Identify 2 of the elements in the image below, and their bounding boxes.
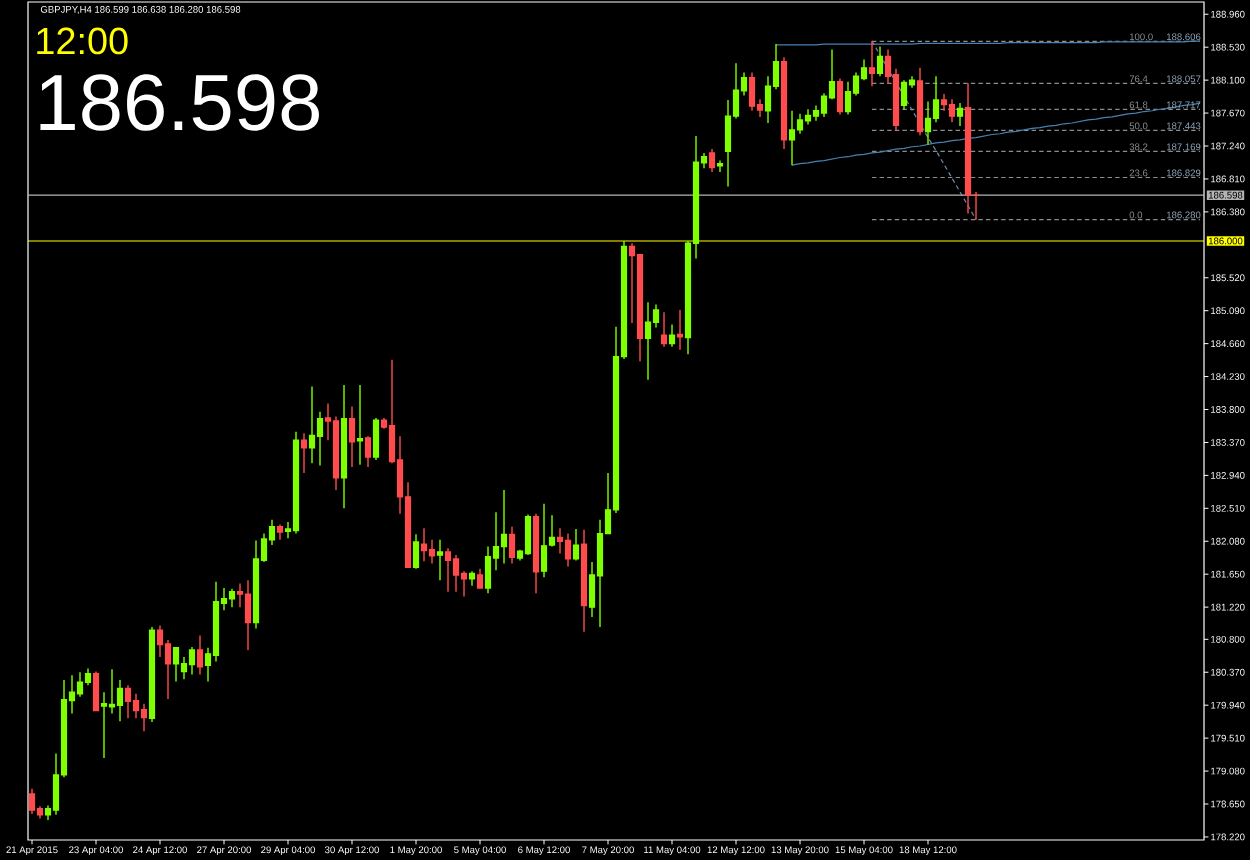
annotation: 12:00: [37, 27, 128, 55]
annotation: 186.598: [40, 74, 319, 131]
